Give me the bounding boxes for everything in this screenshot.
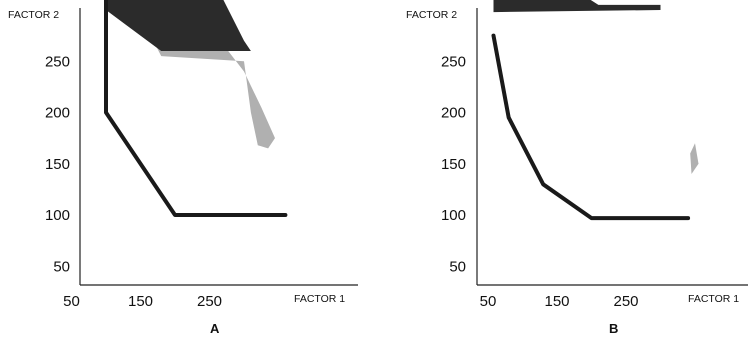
y-tick-label: 150 (441, 156, 466, 173)
y-tick-label: 200 (441, 105, 466, 122)
x-tick-label: 50 (63, 293, 80, 310)
boundary-line (491, 33, 691, 221)
y-tick-label: 100 (441, 207, 466, 224)
panel-b: FACTOR 2 FACTOR 1 250 200 150 100 50 50 150 25… (406, 0, 748, 336)
dark-region (493, 0, 661, 13)
x-axis-title: FACTOR 1 (688, 293, 739, 305)
dark-region (106, 0, 251, 51)
x-axis-title: FACTOR 1 (294, 293, 345, 305)
light-region (690, 143, 699, 174)
y-tick-label: 50 (449, 258, 466, 275)
y-tick-label: 150 (45, 156, 70, 173)
y-axis-title: FACTOR 2 (406, 9, 457, 21)
y-tick-label: 250 (441, 53, 466, 70)
x-tick-label: 150 (128, 293, 153, 310)
y-tick-label: 100 (45, 207, 70, 224)
y-axis-title: FACTOR 2 (8, 9, 59, 21)
panel-a: FACTOR 2 FACTOR 1 250 200 150 100 50 50 150 25… (8, 0, 358, 336)
panel-label: A (210, 321, 220, 336)
y-tick-label: 200 (45, 105, 70, 122)
y-tick-label: 50 (53, 258, 70, 275)
x-tick-label: 250 (613, 293, 638, 310)
y-tick-label: 250 (45, 53, 70, 70)
x-tick-label: 150 (544, 293, 569, 310)
panel-label: B (609, 321, 618, 336)
x-tick-label: 50 (480, 293, 497, 310)
boundary-line (104, 0, 288, 217)
x-tick-label: 250 (197, 293, 222, 310)
